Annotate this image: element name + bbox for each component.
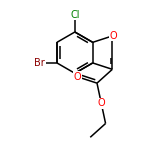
Text: O: O bbox=[97, 98, 105, 108]
Text: O: O bbox=[110, 31, 117, 41]
Text: O: O bbox=[74, 72, 81, 82]
Text: Br: Br bbox=[34, 58, 45, 68]
Text: Cl: Cl bbox=[70, 10, 80, 20]
